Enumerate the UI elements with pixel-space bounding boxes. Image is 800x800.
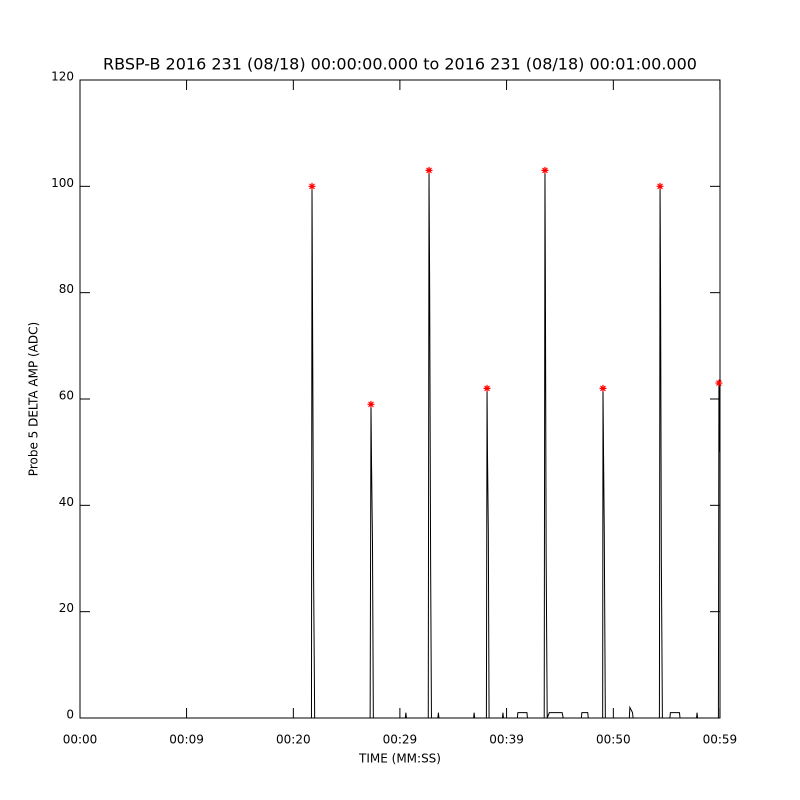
x-tick-label: 00:29	[383, 733, 418, 747]
peak-marker	[367, 400, 375, 408]
x-tick-label: 00:39	[489, 733, 524, 747]
x-tick-label: 00:20	[276, 733, 311, 747]
y-tick-label: 60	[59, 389, 74, 403]
y-tick-label: 80	[59, 282, 74, 296]
data-line	[80, 170, 720, 719]
peak-marker	[425, 166, 433, 174]
x-tick-label: 00:50	[596, 733, 631, 747]
y-tick-label: 0	[66, 708, 74, 722]
y-tick-label: 40	[59, 495, 74, 509]
chart-title: RBSP-B 2016 231 (08/18) 00:00:00.000 to …	[103, 55, 697, 74]
y-tick-label: 100	[51, 176, 74, 190]
peak-marker	[541, 166, 549, 174]
peak-marker	[308, 182, 316, 190]
peak-marker	[715, 379, 723, 387]
x-tick-label: 00:00	[63, 733, 98, 747]
y-tick-label: 120	[51, 70, 74, 84]
y-axis-label: Probe 5 DELTA AMP (ADC)	[27, 322, 41, 476]
peak-marker	[483, 384, 491, 392]
x-tick-label: 00:59	[703, 733, 738, 747]
x-axis-label: TIME (MM:SS)	[358, 752, 441, 766]
peak-marker	[656, 182, 664, 190]
peak-marker	[599, 384, 607, 392]
x-tick-label: 00:09	[169, 733, 204, 747]
y-tick-label: 20	[59, 601, 74, 615]
